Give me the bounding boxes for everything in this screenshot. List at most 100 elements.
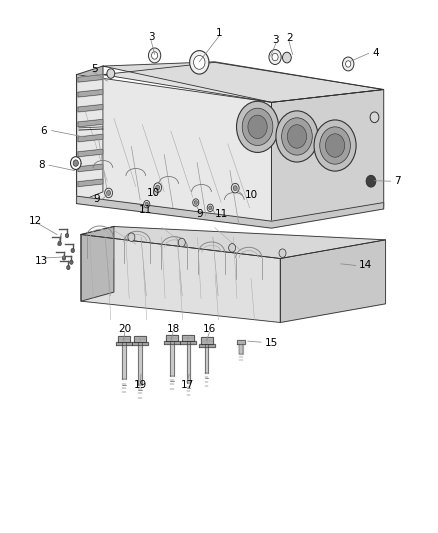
Polygon shape <box>166 335 178 341</box>
Polygon shape <box>78 164 103 172</box>
Circle shape <box>366 175 376 187</box>
Polygon shape <box>78 134 103 142</box>
Polygon shape <box>77 75 272 227</box>
Circle shape <box>272 53 278 61</box>
Text: 3: 3 <box>272 35 279 45</box>
Polygon shape <box>180 341 196 344</box>
Circle shape <box>70 260 73 264</box>
Circle shape <box>156 185 159 190</box>
Polygon shape <box>201 337 213 344</box>
Circle shape <box>287 125 307 148</box>
Circle shape <box>71 248 74 253</box>
Polygon shape <box>81 227 114 301</box>
Circle shape <box>128 233 135 241</box>
Circle shape <box>58 241 61 246</box>
Polygon shape <box>132 342 148 345</box>
Circle shape <box>343 57 354 71</box>
Text: 11: 11 <box>215 209 228 219</box>
Circle shape <box>194 55 205 69</box>
Circle shape <box>190 51 209 74</box>
Polygon shape <box>182 335 194 341</box>
Text: 6: 6 <box>40 126 47 135</box>
Circle shape <box>106 190 111 195</box>
Circle shape <box>370 112 379 123</box>
Circle shape <box>107 69 115 78</box>
Circle shape <box>207 204 213 212</box>
Circle shape <box>276 111 318 162</box>
Circle shape <box>283 52 291 63</box>
Circle shape <box>325 134 345 157</box>
Polygon shape <box>103 62 384 102</box>
Circle shape <box>208 206 212 209</box>
Polygon shape <box>122 342 126 379</box>
Polygon shape <box>78 149 103 157</box>
Polygon shape <box>199 344 215 347</box>
Circle shape <box>248 115 267 139</box>
Circle shape <box>194 201 197 205</box>
Circle shape <box>229 244 236 252</box>
Polygon shape <box>78 104 103 112</box>
Polygon shape <box>116 342 132 345</box>
Text: 17: 17 <box>180 380 194 390</box>
Circle shape <box>62 256 66 260</box>
Text: 18: 18 <box>166 325 180 334</box>
Circle shape <box>148 48 161 63</box>
Polygon shape <box>78 179 103 187</box>
Polygon shape <box>77 196 384 228</box>
Text: 8: 8 <box>38 160 45 170</box>
Circle shape <box>320 127 350 164</box>
Polygon shape <box>134 336 146 342</box>
Text: 3: 3 <box>148 33 155 42</box>
Text: 11: 11 <box>139 205 152 215</box>
Polygon shape <box>239 344 243 354</box>
Polygon shape <box>170 341 174 376</box>
Text: 16: 16 <box>203 325 216 334</box>
Circle shape <box>279 249 286 257</box>
Circle shape <box>314 120 356 171</box>
Polygon shape <box>118 336 130 342</box>
Text: 14: 14 <box>359 261 372 270</box>
Circle shape <box>269 50 281 64</box>
Text: 10: 10 <box>147 188 160 198</box>
Circle shape <box>65 233 69 238</box>
Circle shape <box>237 101 279 152</box>
Polygon shape <box>205 344 208 373</box>
Circle shape <box>346 61 351 67</box>
Polygon shape <box>164 341 180 344</box>
Polygon shape <box>103 62 383 102</box>
Polygon shape <box>78 119 103 127</box>
Polygon shape <box>78 90 103 97</box>
Circle shape <box>231 183 239 193</box>
Circle shape <box>152 52 158 59</box>
Circle shape <box>178 238 185 247</box>
Polygon shape <box>77 66 103 203</box>
Polygon shape <box>81 227 385 259</box>
Circle shape <box>282 118 312 155</box>
Text: 9: 9 <box>93 195 100 204</box>
Polygon shape <box>237 340 245 344</box>
Text: 13: 13 <box>35 256 48 266</box>
Text: 9: 9 <box>196 209 203 219</box>
Polygon shape <box>272 90 384 227</box>
Circle shape <box>71 157 81 169</box>
Circle shape <box>145 203 148 206</box>
Text: 15: 15 <box>265 338 278 348</box>
Circle shape <box>144 200 150 208</box>
Polygon shape <box>187 341 190 383</box>
Polygon shape <box>81 235 280 322</box>
Polygon shape <box>78 75 103 82</box>
Polygon shape <box>280 240 385 322</box>
Circle shape <box>154 183 162 192</box>
Text: 2: 2 <box>286 34 293 43</box>
Text: 7: 7 <box>394 176 401 186</box>
Text: 1: 1 <box>215 28 223 38</box>
Circle shape <box>105 188 113 198</box>
Text: 20: 20 <box>118 325 131 334</box>
Circle shape <box>67 265 70 270</box>
Polygon shape <box>138 342 142 385</box>
Text: 10: 10 <box>245 190 258 199</box>
Circle shape <box>73 160 78 166</box>
Circle shape <box>193 199 199 206</box>
Circle shape <box>242 108 273 146</box>
Text: 4: 4 <box>372 49 379 58</box>
